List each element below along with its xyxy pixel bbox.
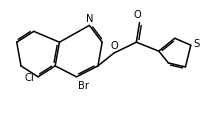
Text: O: O: [134, 10, 142, 20]
Text: Cl: Cl: [25, 73, 34, 83]
Text: S: S: [193, 39, 199, 49]
Text: O: O: [110, 41, 118, 51]
Text: N: N: [86, 14, 93, 24]
Text: Br: Br: [78, 81, 89, 91]
